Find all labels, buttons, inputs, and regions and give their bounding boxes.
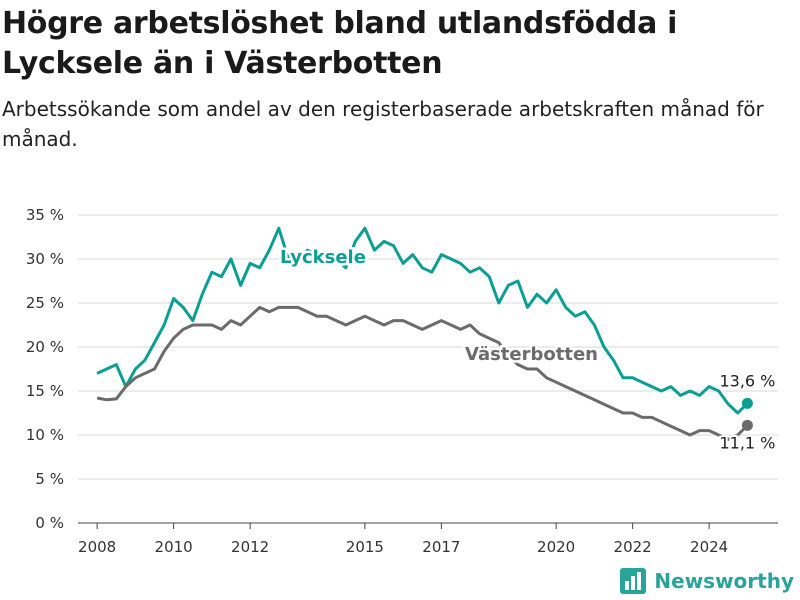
brand-logo: Newsworthy (620, 568, 794, 594)
series-lines (96, 226, 753, 441)
y-tick-label: 30 % (26, 250, 64, 268)
y-tick-label: 35 % (26, 206, 64, 224)
chart-title: Högre arbetslöshet bland utlandsfödda i … (2, 6, 678, 81)
end-value-label: 11,1 % (719, 433, 775, 452)
x-tick-label: 2010 (155, 538, 193, 556)
y-axis-ticks: 0 % 5 % 10 % 15 % 20 % 25 % 30 % 35 % (26, 206, 64, 532)
y-tick-label: 15 % (26, 382, 64, 400)
y-tick-label: 0 % (35, 514, 64, 532)
x-tick-label: 2022 (614, 538, 652, 556)
x-axis: 2008 2010 2012 2015 2017 2020 2022 2024 (78, 523, 728, 556)
x-tick-label: 2024 (690, 538, 728, 556)
x-tick-label: 2020 (537, 538, 575, 556)
y-tick-label: 5 % (35, 470, 64, 488)
x-tick-label: 2012 (231, 538, 269, 556)
x-tick-label: 2015 (346, 538, 384, 556)
grid-lines (78, 214, 778, 524)
end-value-label: 13,6 % (719, 371, 775, 390)
y-tick-label: 25 % (26, 294, 64, 312)
chart-subtitle: Arbetssökande som andel av den registerb… (2, 97, 764, 151)
series-end-marker (741, 419, 753, 431)
series-name-label: Lycksele (280, 247, 366, 268)
brand-name: Newsworthy (654, 569, 794, 593)
series-name-label: Västerbotten (465, 344, 598, 365)
bar-chart-icon (620, 568, 647, 594)
series-end-marker (741, 397, 753, 409)
series-line-vasterbotten (96, 305, 749, 441)
x-tick-label: 2017 (422, 538, 460, 556)
series-line-lycksele (96, 226, 749, 415)
x-tick-label: 2008 (78, 538, 116, 556)
y-tick-label: 10 % (26, 426, 64, 444)
y-tick-label: 20 % (26, 338, 64, 356)
series-labels: 13,6 % Lycksele 11,1 % Västerbotten (278, 245, 778, 455)
